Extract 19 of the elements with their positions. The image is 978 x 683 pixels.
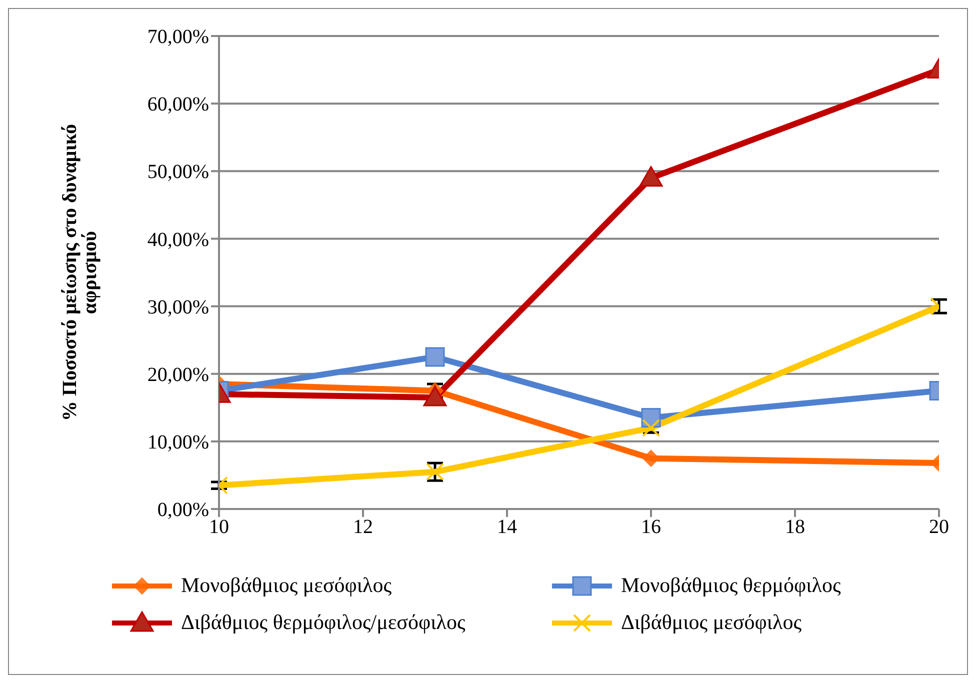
legend-label: Μονοβάθμιος μεσόφιλος (181, 573, 392, 598)
legend-label: Μονοβάθμιος θερμόφιλος (621, 573, 841, 598)
y-tick-label: 20,00% (147, 364, 209, 386)
x-tick-label: 12 (353, 516, 373, 538)
x-tick-label: 18 (785, 516, 805, 538)
x-tick-label: 10 (209, 516, 229, 538)
y-tick-label: 70,00% (147, 26, 209, 48)
y-tick-label: 30,00% (147, 296, 209, 318)
legend-label: Διβάθμιος θερμόφιλος/μεσόφιλος (181, 610, 466, 635)
legend-label: Διβάθμιος μεσόφιλος (621, 610, 802, 635)
y-tick-label: 50,00% (147, 161, 209, 184)
y-tick-label: 60,00% (147, 94, 209, 116)
x-tick-label: 14 (497, 516, 517, 538)
y-tick-label: 40,00% (147, 228, 209, 251)
y-tick-label: 0,00% (157, 499, 209, 522)
y-tick-label: 10,00% (147, 432, 209, 454)
y-axis-title: % Ποσοστό μείωσης στο δυναμικό αφρισμού (59, 124, 102, 421)
x-tick-label: 16 (641, 516, 661, 538)
x-tick-label: 20 (929, 516, 949, 538)
